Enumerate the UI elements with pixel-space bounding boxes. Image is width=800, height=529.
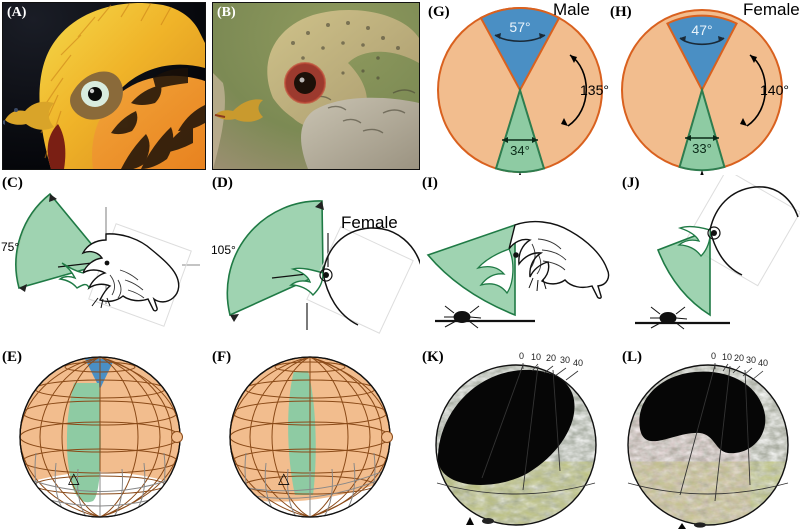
svg-text:75°: 75° <box>1 240 19 254</box>
svg-text:20: 20 <box>546 353 556 363</box>
svg-text:(E): (E) <box>2 349 22 365</box>
svg-text:△: △ <box>278 470 290 487</box>
svg-text:105°: 105° <box>211 243 236 257</box>
svg-text:(K): (K) <box>422 349 444 365</box>
svg-text:20: 20 <box>734 353 744 363</box>
svg-text:Female: Female <box>743 0 800 19</box>
svg-text:(C): (C) <box>2 175 23 191</box>
svg-text:10: 10 <box>722 352 732 362</box>
svg-text:47°: 47° <box>691 22 712 38</box>
svg-text:40: 40 <box>758 358 768 368</box>
svg-text:Male: Male <box>553 0 590 19</box>
svg-text:(I): (I) <box>422 175 438 191</box>
svg-text:(D): (D) <box>212 175 233 191</box>
svg-text:(J): (J) <box>622 175 640 191</box>
svg-text:10: 10 <box>531 352 541 362</box>
svg-text:57°: 57° <box>509 19 530 35</box>
svg-text:(L): (L) <box>622 349 642 365</box>
svg-text:(H): (H) <box>610 4 632 20</box>
svg-text:Female: Female <box>341 213 398 232</box>
svg-text:(G): (G) <box>428 4 450 20</box>
svg-text:40: 40 <box>573 358 583 368</box>
svg-text:30: 30 <box>746 355 756 365</box>
svg-text:34°: 34° <box>510 143 530 158</box>
svg-text:33°: 33° <box>692 141 712 156</box>
svg-text:0: 0 <box>519 351 524 361</box>
svg-text:△: △ <box>68 470 80 487</box>
svg-text:(F): (F) <box>212 349 231 365</box>
svg-text:30: 30 <box>560 355 570 365</box>
svg-text:140°: 140° <box>760 82 789 98</box>
svg-text:0: 0 <box>711 351 716 361</box>
